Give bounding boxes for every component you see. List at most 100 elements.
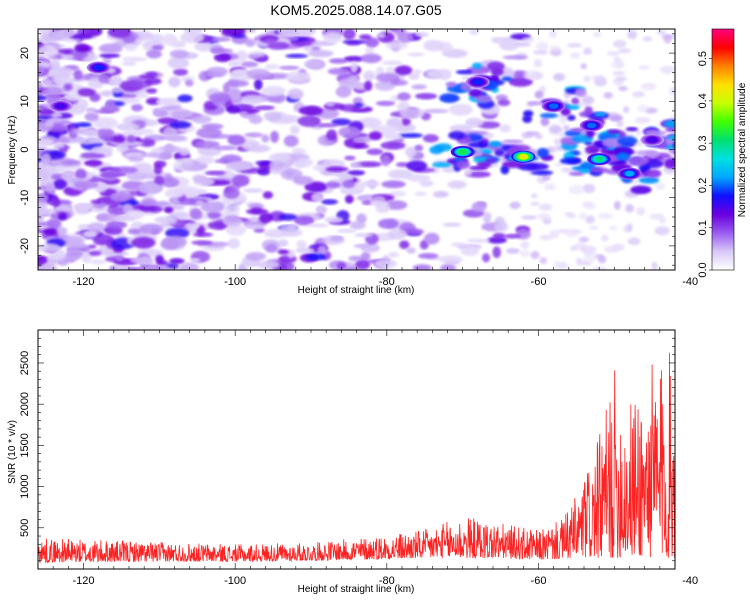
heatmap-cell: [122, 61, 137, 66]
heatmap-cell: [613, 76, 624, 86]
heatmap-cell: [45, 182, 55, 194]
heatmap-cell: [296, 239, 307, 249]
heatmap-cell: [627, 156, 649, 166]
heatmap-cell: [566, 104, 580, 110]
heatmap-cell: [227, 60, 242, 67]
heatmap-cell: [246, 68, 271, 80]
heatmap-cell: [578, 168, 591, 174]
heatmap-cell: [204, 170, 226, 176]
heatmap-cell: [178, 147, 190, 157]
heatmap-cell: [74, 43, 90, 53]
heatmap-cell: [246, 144, 271, 153]
heatmap-cell: [322, 235, 345, 245]
heatmap-cell: [586, 202, 596, 210]
heatmap-cell: [380, 154, 391, 167]
heatmap-cell: [399, 240, 410, 249]
heatmap-cell: [582, 253, 597, 264]
heatmap-cell: [377, 218, 399, 229]
colorbar-tick-label: 0.2: [697, 178, 709, 193]
heatmap-cell: [608, 225, 618, 231]
heatmap-cell: [255, 260, 280, 269]
heatmap-cell: [395, 162, 410, 168]
heatmap-cell: [138, 138, 156, 148]
heatmap-cell: [112, 216, 136, 222]
heatmap-cell: [124, 43, 138, 52]
heatmap-cell: [53, 179, 67, 190]
heatmap-cell: [90, 199, 103, 204]
heatmap-cell: [111, 264, 130, 270]
heatmap-cell: [57, 212, 68, 221]
heatmap-cell: [442, 222, 462, 227]
heatmap-cell: [638, 176, 660, 184]
heatmap-cell: [681, 161, 697, 168]
heatmap-cell: [411, 84, 427, 90]
heatmap-cell: [261, 134, 270, 143]
heatmap-cell: [564, 211, 575, 217]
heatmap-cell: [38, 115, 53, 120]
heatmap-cell: [225, 224, 247, 236]
heatmap-peak: [624, 170, 635, 177]
heatmap-x-tick-label: -80: [379, 276, 395, 288]
heatmap-cell: [169, 258, 185, 265]
heatmap-cell: [521, 132, 533, 139]
heatmap-cell: [189, 258, 201, 263]
heatmap-cell: [229, 87, 241, 99]
heatmap-cell: [277, 249, 290, 255]
heatmap-cell: [512, 70, 528, 79]
heatmap-peak: [55, 103, 66, 109]
heatmap-cell: [84, 112, 99, 122]
heatmap-cell: [293, 29, 314, 34]
heatmap-cell: [591, 75, 606, 81]
heatmap-cell: [659, 65, 675, 75]
heatmap-cell: [83, 128, 99, 138]
heatmap-cell: [317, 123, 338, 128]
heatmap-cell: [160, 177, 180, 188]
heatmap-cell: [570, 52, 581, 59]
heatmap-cell: [164, 188, 185, 199]
heatmap-cell: [530, 193, 538, 199]
heatmap-cell: [358, 34, 372, 40]
heatmap-cell: [295, 247, 315, 254]
heatmap-cell: [349, 221, 366, 230]
heatmap-cell: [544, 183, 556, 191]
heatmap-cell: [253, 78, 263, 91]
heatmap-cell: [287, 88, 304, 100]
heatmap-cell: [38, 243, 61, 253]
snr-y-ticks: 500 1000 1500 2000 2500: [19, 329, 675, 570]
heatmap-cell: [681, 151, 701, 160]
heatmap-cell: [502, 139, 524, 144]
heatmap-cell: [76, 98, 89, 109]
heatmap-cell: [74, 180, 99, 190]
heatmap-cell: [672, 142, 675, 149]
heatmap-cell: [269, 159, 284, 171]
heatmap-cell: [563, 124, 570, 131]
heatmap-cell: [158, 145, 182, 153]
heatmap-cell: [538, 203, 553, 211]
heatmap-cell: [344, 155, 356, 161]
heatmap-cell: [342, 39, 367, 45]
heatmap-cell: [438, 255, 463, 264]
heatmap-cell: [638, 65, 650, 70]
heatmap-cell: [610, 61, 625, 69]
heatmap-cell: [62, 29, 75, 38]
heatmap-cell: [522, 37, 535, 42]
heatmap-cell: [594, 112, 607, 117]
heatmap-cell: [96, 127, 115, 139]
heatmap-cell: [243, 188, 264, 193]
heatmap-cell: [505, 247, 520, 254]
snr-x-ticks: -120 -100 -80 -60 -40: [37, 330, 698, 587]
heatmap-cell: [423, 108, 449, 114]
heatmap-cell: [468, 88, 483, 98]
heatmap-cell: [381, 180, 406, 189]
heatmap-cell: [355, 258, 371, 270]
heatmap-cell: [87, 222, 107, 234]
heatmap-cell: [539, 256, 548, 265]
heatmap-cell: [298, 106, 324, 116]
heatmap-cell: [589, 225, 599, 230]
heatmap-cell: [213, 52, 232, 63]
heatmap-cell: [585, 215, 595, 224]
heatmap-cell: [553, 138, 561, 146]
heatmap-cell: [397, 132, 424, 138]
heatmap-cell: [317, 245, 328, 256]
heatmap-cell: [191, 240, 213, 246]
